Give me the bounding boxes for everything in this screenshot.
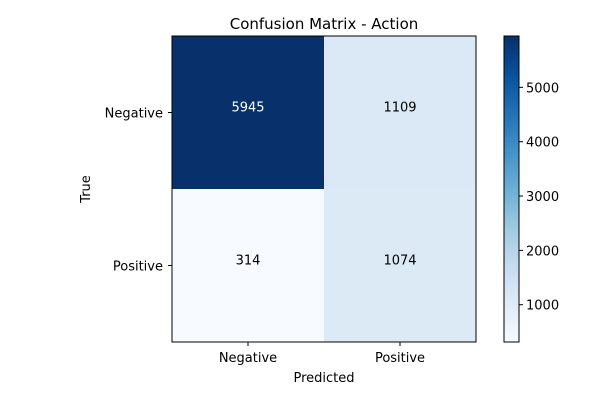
x-tick-label: Negative [219,351,277,366]
colorbar [503,35,520,343]
heatmap-cells [172,36,476,342]
y-tick-label: Negative [105,107,163,122]
cell-value-label-r1-c1: 1074 [383,254,416,269]
y-tick-label: Positive [113,260,163,275]
x-tick-label: Positive [375,351,425,366]
cell-value-label-r0-c0: 5945 [231,101,264,116]
heatmap-cell-r1-c1 [324,189,476,342]
cell-value-label-r1-c0: 314 [236,254,261,269]
heatmap-cell-labels: 5945 1109 314 1074 [231,101,416,269]
chart-title: Confusion Matrix - Action [230,15,419,33]
colorbar-tick-label: 5000 [526,81,559,96]
y-axis-label: True [79,175,94,204]
colorbar-tick-label: 3000 [526,190,559,205]
y-axis-ticks: Negative Positive [105,107,172,275]
heatmap-cell-r1-c0 [172,189,324,342]
x-axis-ticks: Negative Positive [219,342,425,366]
heatmap-cell-r0-c1 [324,36,476,189]
plot-frame [171,35,477,343]
x-axis-label: Predicted [293,371,354,386]
colorbar-tick-label: 2000 [526,244,559,259]
colorbar-tick-label: 1000 [526,299,559,314]
cell-value-label-r0-c1: 1109 [383,101,416,116]
colorbar-tick-label: 4000 [526,136,559,151]
heatmap-cell-r0-c0 [172,36,324,189]
colorbar-ticks: 1000 2000 3000 4000 5000 [519,81,559,314]
